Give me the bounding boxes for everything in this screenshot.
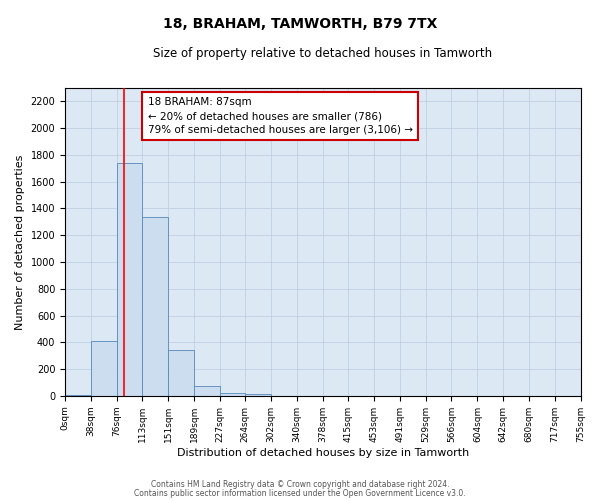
Y-axis label: Number of detached properties: Number of detached properties xyxy=(15,154,25,330)
Bar xyxy=(220,392,245,396)
Title: Size of property relative to detached houses in Tamworth: Size of property relative to detached ho… xyxy=(153,48,493,60)
Text: 18 BRAHAM: 87sqm
← 20% of detached houses are smaller (786)
79% of semi-detached: 18 BRAHAM: 87sqm ← 20% of detached house… xyxy=(148,98,413,136)
Bar xyxy=(117,163,142,396)
Text: Contains public sector information licensed under the Open Government Licence v3: Contains public sector information licen… xyxy=(134,488,466,498)
Bar xyxy=(245,394,271,396)
Bar xyxy=(168,350,194,396)
Bar xyxy=(142,216,168,396)
X-axis label: Distribution of detached houses by size in Tamworth: Distribution of detached houses by size … xyxy=(176,448,469,458)
Bar xyxy=(194,386,220,396)
Text: 18, BRAHAM, TAMWORTH, B79 7TX: 18, BRAHAM, TAMWORTH, B79 7TX xyxy=(163,18,437,32)
Bar xyxy=(91,341,117,396)
Bar xyxy=(65,394,91,396)
Text: Contains HM Land Registry data © Crown copyright and database right 2024.: Contains HM Land Registry data © Crown c… xyxy=(151,480,449,489)
